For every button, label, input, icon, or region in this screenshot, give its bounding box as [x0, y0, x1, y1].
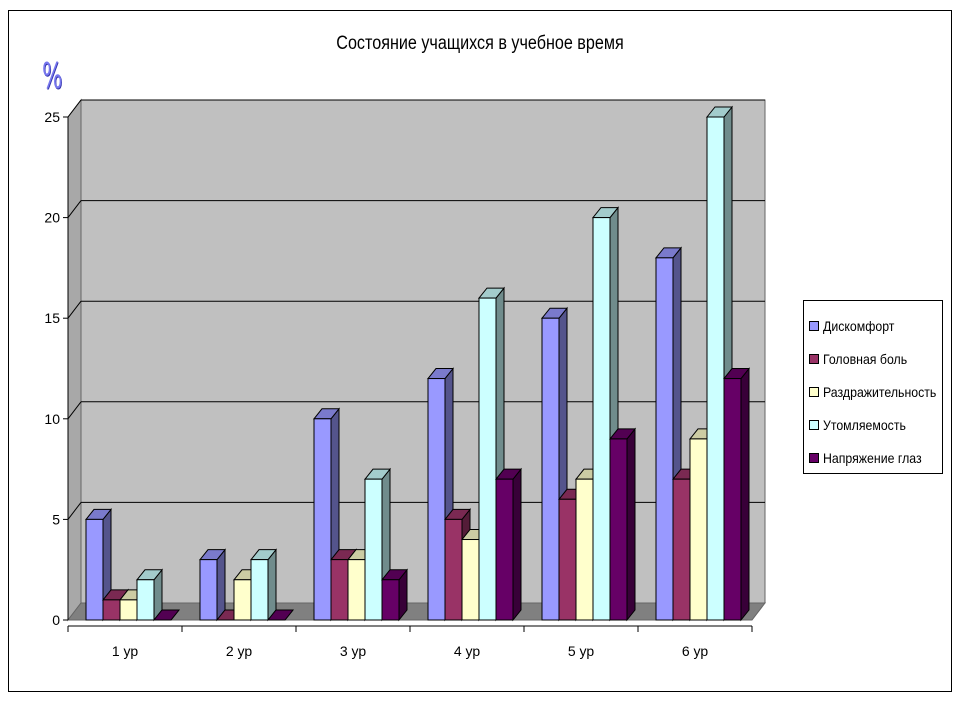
x-tick-label: 4 ур — [454, 643, 481, 659]
legend-item: Дискомфорт — [804, 309, 942, 342]
y-axis-label: % — [42, 56, 63, 97]
legend-swatch — [809, 386, 819, 397]
legend-label: Раздражительность — [823, 383, 937, 400]
bar-top — [266, 609, 295, 621]
x-tick-label: 1 ур — [112, 643, 139, 659]
gridline-side — [67, 200, 82, 218]
bar-side — [626, 427, 636, 622]
x-tick-label: 2 ур — [226, 643, 253, 659]
legend-item: Напряжение глаз — [804, 441, 942, 474]
bar — [575, 478, 594, 621]
legend-swatch — [809, 320, 819, 331]
bar — [347, 559, 366, 621]
bar — [427, 378, 446, 621]
bar-side — [740, 367, 750, 622]
bar — [250, 559, 269, 621]
bar — [102, 599, 121, 621]
x-tick-label: 3 ур — [340, 643, 367, 659]
legend-swatch — [809, 353, 819, 364]
y-tick-label: 5 — [52, 511, 60, 527]
gridline-side — [67, 300, 82, 319]
y-tick-label: 10 — [44, 411, 60, 427]
bar — [119, 599, 138, 621]
bar — [655, 257, 674, 621]
legend-label: Дискомфорт — [823, 317, 895, 334]
gridline-side — [67, 401, 82, 420]
side-wall — [67, 98, 82, 622]
y-tick-label: 0 — [52, 612, 60, 628]
bar — [672, 478, 691, 621]
bar — [478, 297, 497, 621]
bar — [85, 518, 104, 621]
x-tick-label: 5 ур — [568, 643, 595, 659]
bar — [723, 378, 742, 621]
bar — [444, 518, 463, 621]
legend-label: Напряжение глаз — [823, 449, 922, 466]
legend-item: Раздражительность — [804, 375, 942, 408]
legend-label: Головная боль — [823, 350, 908, 367]
gridline-side — [67, 99, 82, 118]
bar — [313, 418, 332, 621]
y-tick-label: 20 — [44, 210, 60, 226]
legend-label: Утомляемость — [823, 416, 906, 433]
bar — [330, 559, 349, 621]
bar — [558, 498, 577, 621]
bar — [136, 579, 155, 621]
bar — [592, 217, 611, 621]
bar — [199, 559, 218, 621]
bar — [706, 116, 725, 621]
legend-swatch — [809, 419, 819, 430]
x-tick-label: 6 ур — [682, 643, 709, 659]
bar — [541, 317, 560, 621]
chart-frame — [8, 10, 952, 692]
legend-swatch — [809, 452, 819, 463]
gridline-side — [67, 502, 82, 520]
bar-side — [267, 548, 277, 622]
bar — [609, 438, 628, 621]
bar — [689, 438, 708, 621]
chart-title: Состояние учащихся в учебное время — [336, 33, 624, 54]
y-tick-label: 25 — [44, 109, 60, 125]
bar-side — [216, 548, 226, 622]
bar — [495, 478, 514, 621]
bar — [364, 478, 383, 621]
bar-side — [512, 467, 522, 622]
bar-top — [152, 609, 181, 621]
bar — [381, 579, 400, 621]
legend-item: Головная боль — [804, 342, 942, 375]
bar — [461, 539, 480, 621]
y-tick-label: 15 — [44, 310, 60, 326]
legend: Дискомфорт Головная боль Раздражительность… — [803, 300, 943, 474]
bar — [233, 579, 252, 621]
legend-item: Утомляемость — [804, 408, 942, 441]
